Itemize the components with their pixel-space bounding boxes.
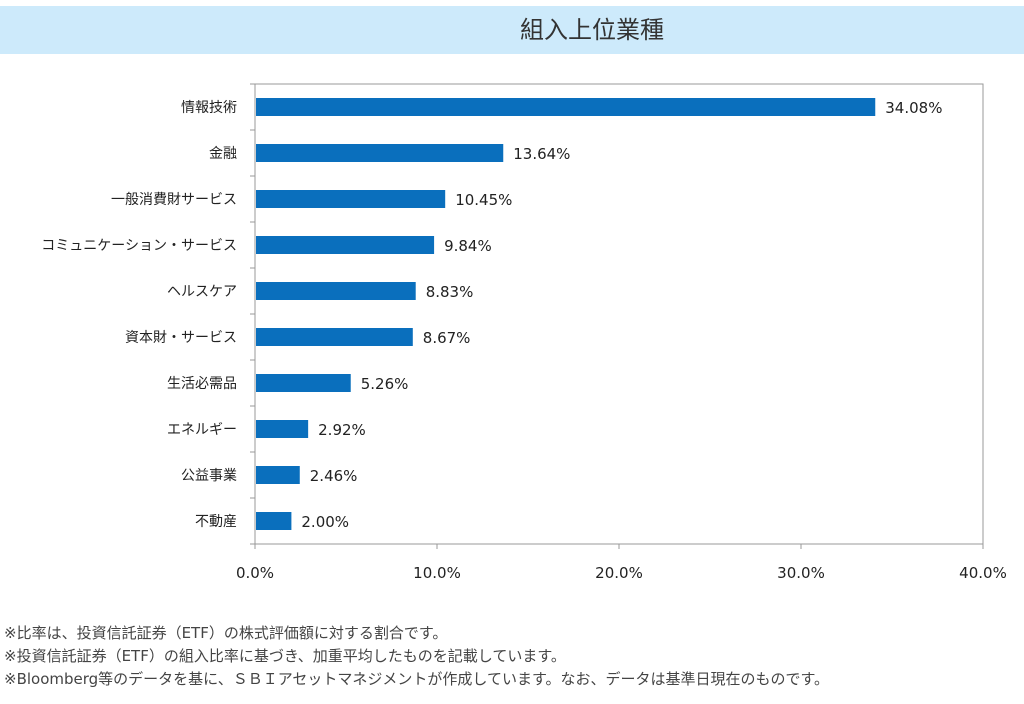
- bar: [256, 144, 504, 162]
- category-label: ヘルスケア: [167, 284, 237, 300]
- data-label: 2.46%: [310, 467, 358, 485]
- bar: [256, 420, 309, 438]
- data-label: 8.67%: [423, 329, 471, 347]
- footnote-2: ※投資信託証券（ETF）の組入比率に基づき、加重平均したものを記載しています。: [4, 647, 566, 665]
- footnote-3: ※Bloomberg等のデータを基に、ＳＢＩアセットマネジメントが作成しています…: [4, 670, 829, 688]
- x-tick-label: 10.0%: [413, 564, 461, 582]
- data-label: 34.08%: [885, 99, 942, 117]
- bar: [256, 466, 300, 484]
- category-label: 公益事業: [181, 468, 237, 484]
- footnotes: ※比率は、投資信託証券（ETF）の株式評価額に対する割合です。 ※投資信託証券（…: [4, 622, 1014, 691]
- bar-chart: 0.0% 10.0% 20.0% 30.0% 40.0% 情報技術 34.08% 金融 13.6…: [41, 83, 1007, 582]
- x-tick-label: 20.0%: [595, 564, 643, 582]
- bar: [256, 374, 351, 392]
- footnote-1: ※比率は、投資信託証券（ETF）の株式評価額に対する割合です。: [4, 624, 448, 642]
- chart-title: 組入上位業種: [520, 16, 664, 44]
- title-bar: 組入上位業種: [0, 6, 1024, 54]
- category-label: 資本財・サービス: [125, 330, 237, 346]
- x-tick-label: 40.0%: [959, 564, 1007, 582]
- x-tick-label: 30.0%: [777, 564, 825, 582]
- category-label: 情報技術: [181, 100, 237, 116]
- category-label: 一般消費財サービス: [111, 192, 237, 208]
- bar: [256, 282, 416, 300]
- category-label: 生活必需品: [167, 376, 237, 392]
- data-label: 2.00%: [301, 513, 349, 531]
- data-label: 10.45%: [455, 191, 512, 209]
- bar: [256, 328, 413, 346]
- category-label: コミュニケーション・サービス: [41, 238, 237, 254]
- chart-area: 0.0% 10.0% 20.0% 30.0% 40.0% 情報技術 34.08% 金融 13.6…: [0, 60, 1024, 600]
- bar: [256, 190, 446, 208]
- category-label: 金融: [209, 146, 237, 162]
- bar: [256, 512, 292, 530]
- data-label: 9.84%: [444, 237, 492, 255]
- data-label: 8.83%: [426, 283, 474, 301]
- category-label: エネルギー: [167, 422, 237, 438]
- category-label: 不動産: [195, 514, 237, 530]
- x-tick-label: 0.0%: [236, 564, 274, 582]
- bar: [256, 236, 435, 254]
- data-label: 2.92%: [318, 421, 366, 439]
- bar: [256, 98, 876, 116]
- data-label: 5.26%: [361, 375, 409, 393]
- data-label: 13.64%: [513, 145, 570, 163]
